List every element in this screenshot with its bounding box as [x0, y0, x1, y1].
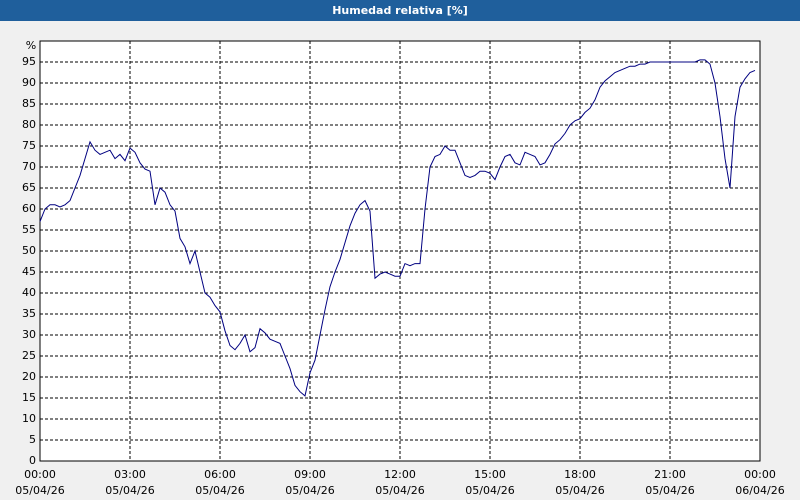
- y-tick-label: 30: [22, 328, 36, 341]
- x-tick-label: 00:00: [24, 468, 56, 481]
- x-tick-label: 12:00: [384, 468, 416, 481]
- x-tick-date: 05/04/26: [285, 484, 334, 497]
- x-tick-date: 05/04/26: [15, 484, 64, 497]
- x-tick-date: 05/04/26: [195, 484, 244, 497]
- x-tick-label: 09:00: [294, 468, 326, 481]
- y-tick-label: 60: [22, 202, 36, 215]
- y-tick-label: 95: [22, 55, 36, 68]
- y-tick-label: 85: [22, 97, 36, 110]
- x-tick-label: 18:00: [564, 468, 596, 481]
- x-tick-date: 05/04/26: [105, 484, 154, 497]
- x-tick-date: 05/04/26: [465, 484, 514, 497]
- x-tick-label: 06:00: [204, 468, 236, 481]
- y-tick-label: 70: [22, 160, 36, 173]
- y-tick-label: 40: [22, 286, 36, 299]
- y-tick-label: 90: [22, 76, 36, 89]
- y-tick-label: 10: [22, 412, 36, 425]
- data-line: [39, 59, 756, 397]
- y-tick-label: 65: [22, 181, 36, 194]
- x-tick-label: 00:00: [744, 468, 776, 481]
- x-tick-date: 05/04/26: [645, 484, 694, 497]
- x-tick-date: 05/04/26: [375, 484, 424, 497]
- x-tick-label: 15:00: [474, 468, 506, 481]
- y-tick-label: 5: [29, 433, 36, 446]
- plot-border: [39, 40, 761, 462]
- y-tick-label: 0: [29, 454, 36, 467]
- y-tick-label: 80: [22, 118, 36, 131]
- x-tick-date: 06/04/26: [735, 484, 784, 497]
- y-tick-label: 55: [22, 223, 36, 236]
- y-axis-label: %: [26, 39, 36, 52]
- y-tick-label: 45: [22, 265, 36, 278]
- y-tick-label: 50: [22, 244, 36, 257]
- y-tick-label: 20: [22, 370, 36, 383]
- x-tick-label: 21:00: [654, 468, 686, 481]
- y-tick-label: 75: [22, 139, 36, 152]
- y-tick-label: 15: [22, 391, 36, 404]
- y-tick-label: 25: [22, 349, 36, 362]
- title-bar: [0, 0, 800, 21]
- x-tick-date: 05/04/26: [555, 484, 604, 497]
- x-tick-label: 03:00: [114, 468, 146, 481]
- chart-title: Humedad relativa [%]: [332, 4, 468, 17]
- y-tick-label: 35: [22, 307, 36, 320]
